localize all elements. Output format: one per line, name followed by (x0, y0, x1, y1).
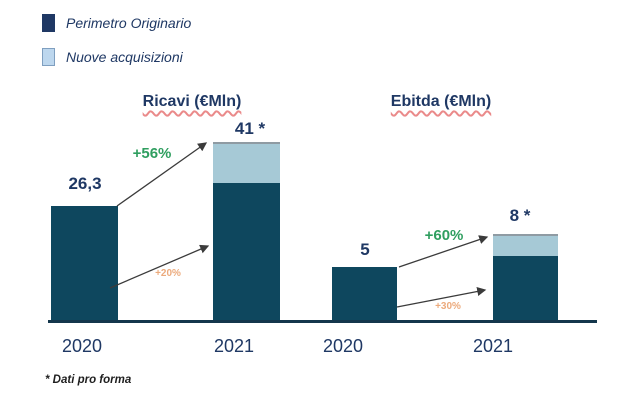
legend-swatch-perimetro-originario (42, 14, 55, 32)
bar-segment-ricavi-2021-perimetro-originario (213, 182, 280, 321)
x-axis-label-ebitda-2021: 2021 (472, 336, 514, 356)
bar-segment-ebitda-2021-perimetro-originario (493, 255, 558, 321)
growth-label-ricavi-organic: +20% (155, 268, 181, 279)
x-axis-label-ricavi-2021: 2021 (213, 336, 255, 356)
x-axis-label-ricavi-2020: 2020 (61, 336, 103, 356)
bar-value-label-ricavi-2020: 26,3 (68, 174, 102, 193)
footnote-pro-forma: * Dati pro forma (45, 374, 132, 386)
legend-label-perimetro-originario: Perimetro Originario (66, 15, 192, 31)
legend-item-nuove-acquisizioni: Nuove acquisizioni (42, 48, 183, 66)
chart-title-ebitda: Ebitda (€Mln) (390, 93, 492, 110)
bar-segment-ricavi-2020-perimetro-originario (51, 205, 118, 321)
bar-value-label-ebitda-2021: 8 * (509, 206, 531, 225)
chart-title-ricavi: Ricavi (€Mln) (142, 93, 242, 110)
growth-label-ricavi-total: +56% (132, 145, 172, 162)
bar-value-label-ebitda-2020: 5 (360, 240, 370, 259)
bar-segment-ebitda-2020-perimetro-originario (332, 266, 397, 321)
bar-value-label-ricavi-2021: 41 * (234, 119, 266, 138)
legend-swatch-nuove-acquisizioni (42, 48, 55, 66)
bar-segment-ebitda-2021-nuove-acquisizioni (493, 234, 558, 256)
legend-item-perimetro-originario: Perimetro Originario (42, 14, 191, 32)
growth-label-ebitda-organic: +30% (435, 301, 461, 312)
x-axis-line (48, 320, 597, 323)
bar-segment-ricavi-2021-nuove-acquisizioni (213, 141, 280, 183)
legend-label-nuove-acquisizioni: Nuove acquisizioni (66, 49, 183, 65)
x-axis-label-ebitda-2020: 2020 (322, 336, 364, 356)
growth-label-ebitda-total: +60% (424, 227, 464, 244)
arrow-ricavi-organic-growth (109, 244, 210, 289)
